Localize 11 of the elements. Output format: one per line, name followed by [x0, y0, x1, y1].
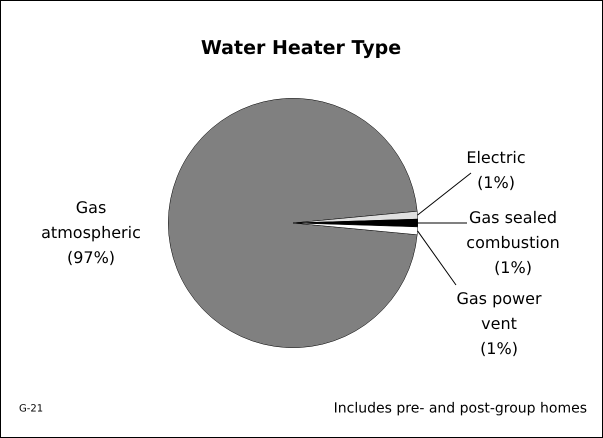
text: G-21: [19, 404, 44, 415]
chart-title: Water Heater Type: [200, 36, 402, 59]
slice-label: Gas atmospheric: [41, 198, 141, 242]
data-label: (97%): [66, 248, 116, 268]
slice-label: Gas sealed combustion: [466, 208, 560, 252]
data-label: (1%): [480, 339, 518, 358]
data-label: (1%): [477, 173, 515, 192]
slice-label: Gas power vent: [456, 289, 542, 334]
data-label: (1%): [494, 258, 532, 278]
text: Includes pre- and post-group homes: [334, 400, 587, 417]
slice-label: Electric: [466, 148, 526, 168]
